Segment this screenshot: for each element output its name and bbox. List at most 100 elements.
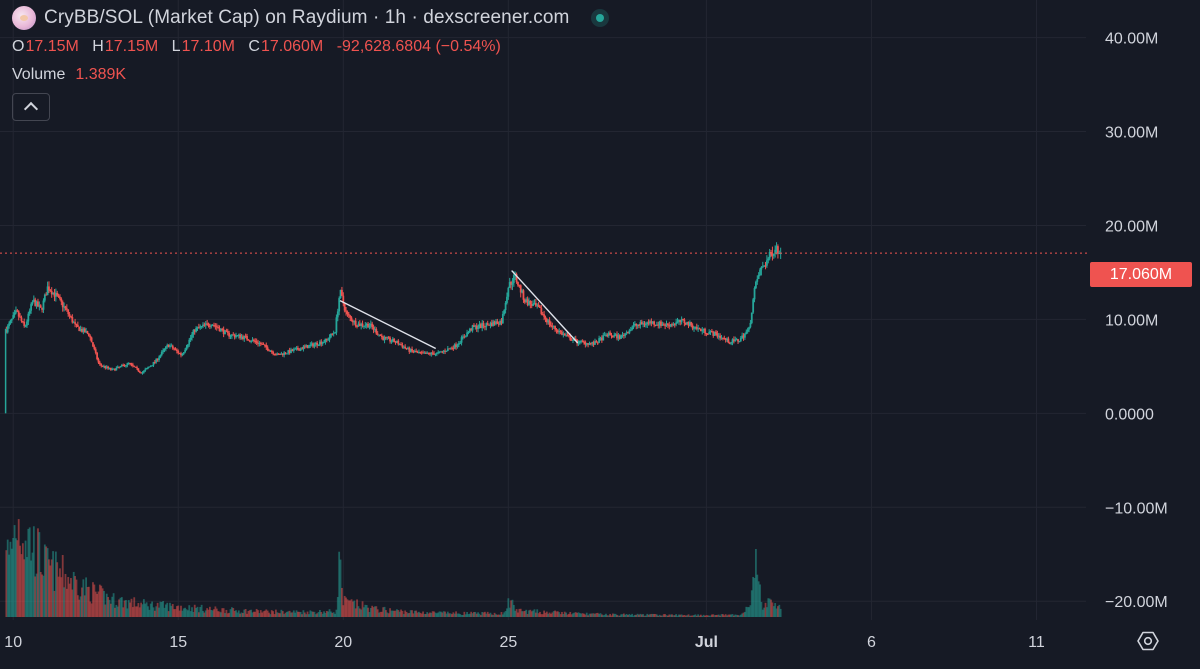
candle-body [706,333,709,335]
candle-body [206,323,209,325]
candle-body [272,351,275,354]
candle-body [435,352,438,354]
volume-bar [671,614,673,617]
volume-bar [470,611,473,617]
candle-body [759,269,761,276]
volume-bar [284,612,287,617]
volume-bar [180,605,182,617]
volume-bar [774,603,777,617]
volume-bar [129,602,132,617]
volume-bar [719,615,722,617]
candle-body [423,352,426,354]
candle-body [116,366,119,368]
volume-bar [402,614,405,617]
volume-bar [92,582,94,617]
volume-bar [682,615,684,617]
volume-bar [710,614,713,617]
volume-bar [609,613,612,617]
candle-body [744,333,746,338]
x-tick-label: 6 [867,634,876,651]
candle-body [78,326,81,331]
volume-bar [544,612,547,617]
volume-bar [277,612,280,617]
candle-body [376,333,379,335]
volume-bar [192,611,195,617]
volume-bar [302,610,305,617]
candle-body [235,336,237,338]
candle-body [226,331,229,333]
candle-body [489,322,492,326]
candle-body [768,251,771,259]
candle-body [309,344,312,346]
volume-bar [760,601,763,617]
candle-body [599,337,602,339]
candle-body [217,327,220,329]
candle-body [735,339,738,341]
candle-body [529,300,532,305]
candle-body [642,323,645,325]
candle-body [6,326,9,333]
volume-bar [418,611,420,617]
candle-body [142,370,145,373]
candle-body [387,337,390,339]
volume-bar [726,615,728,617]
candle-body [19,316,21,318]
volume-bar [350,599,353,617]
volume-bar [677,614,680,617]
volume-bar [160,601,163,617]
candle-body [160,351,163,356]
volume-bar [534,612,537,617]
candle-body [766,260,768,266]
volume-bar [191,607,193,617]
volume-bar [107,597,110,617]
candle-body [335,317,338,333]
candle-body [427,352,430,354]
volume-bar [730,614,733,617]
x-tick-label: 10 [4,634,22,651]
candle-body [671,324,673,326]
volume-bar [473,611,475,617]
volume-bar [627,615,629,617]
volume-bar [313,611,316,617]
candle-body [317,344,320,346]
candle-body [200,326,203,328]
candle-body [698,328,701,330]
volume-bar [570,614,573,617]
volume-bar [228,612,231,617]
candle-body [591,342,594,344]
volume-bar [721,614,724,617]
candle-body [550,324,552,327]
volume-bar [385,610,387,617]
candle-body [563,333,566,336]
volume-bar [303,612,306,617]
volume-bar [65,588,68,617]
volume-bar [607,615,610,617]
volume-bar [354,608,357,617]
candle-body [682,318,684,320]
volume-bar [500,612,503,617]
candle-body [719,335,722,338]
volume-bar [42,575,45,617]
volume-bar [310,611,313,617]
volume-bar [386,612,389,617]
candle-body [749,322,752,328]
gear-icon[interactable] [1136,629,1160,653]
candle-body [60,298,63,302]
close-value: 17.060M [260,38,324,55]
candle-body [268,350,270,352]
candle-body [67,309,70,315]
candle-body [166,344,169,347]
volume-legend: Volume 1.389K [12,66,126,84]
volume-bar [767,598,770,617]
volume-bar [515,609,518,617]
candle-body [688,322,691,326]
volume-bar [353,600,356,617]
volume-bar [618,615,621,617]
volume-bar [13,525,16,617]
candle-body [218,328,221,332]
collapse-legend-button[interactable] [12,93,50,121]
volume-bar [683,614,686,617]
candle-body [313,344,316,347]
